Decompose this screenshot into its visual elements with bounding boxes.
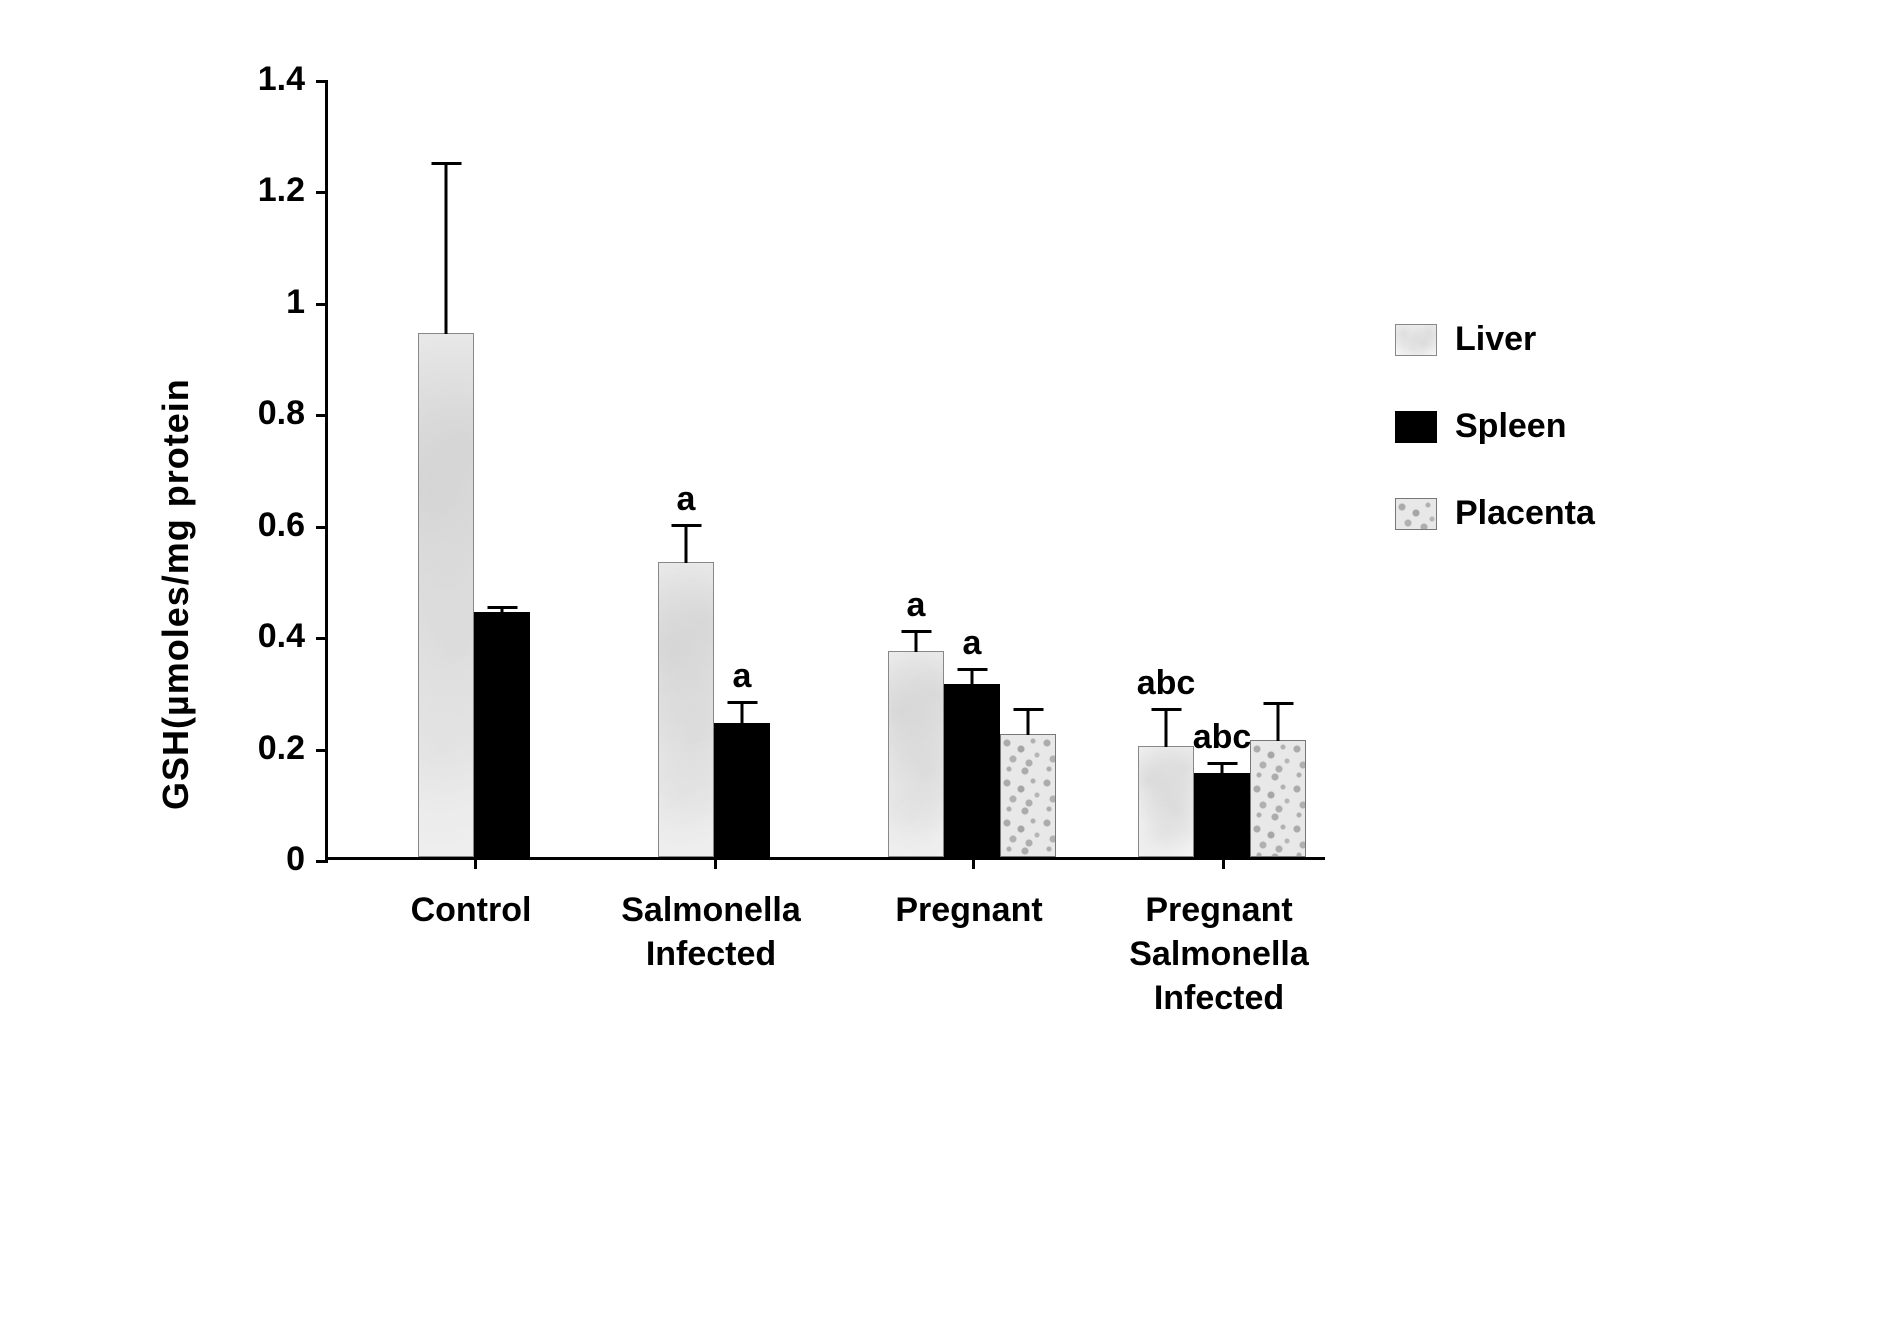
- error-bar: [741, 701, 744, 723]
- error-bar: [501, 606, 504, 612]
- y-tick: [316, 303, 328, 306]
- y-tick-label: 0: [215, 840, 305, 879]
- legend-swatch-spleen: [1395, 411, 1437, 443]
- error-bar: [1027, 708, 1030, 736]
- y-tick: [316, 526, 328, 529]
- significance-label: abc: [1193, 718, 1252, 757]
- bar-spleen: a: [944, 684, 1000, 857]
- x-tick: [972, 857, 975, 869]
- y-tick-label: 0.8: [215, 394, 305, 433]
- legend-swatch-liver: [1395, 324, 1437, 356]
- error-bar: [445, 162, 448, 335]
- bar-liver: [418, 333, 474, 857]
- significance-label: a: [677, 480, 696, 519]
- legend-label-placenta: Placenta: [1455, 494, 1595, 533]
- y-tick: [316, 80, 328, 83]
- x-tick: [474, 857, 477, 869]
- y-axis-label: GSH(µmoles/mg protein: [155, 378, 197, 810]
- significance-label: a: [963, 624, 982, 663]
- error-cap: [1207, 762, 1237, 765]
- y-tick-label: 1.4: [215, 60, 305, 99]
- x-tick: [714, 857, 717, 869]
- bar-liver: a: [658, 562, 714, 857]
- error-cap: [957, 668, 987, 671]
- x-category-label: Pregnant: [859, 888, 1079, 932]
- legend-label-liver: Liver: [1455, 320, 1536, 359]
- error-bar: [1277, 702, 1280, 741]
- plot-area: aaaaabcabc: [325, 80, 1325, 860]
- error-cap: [671, 524, 701, 527]
- significance-label: abc: [1137, 664, 1196, 703]
- y-tick-label: 0.4: [215, 617, 305, 656]
- legend: Liver Spleen Placenta: [1395, 320, 1595, 581]
- error-bar: [971, 668, 974, 685]
- y-tick: [316, 749, 328, 752]
- bar-placenta: [1250, 740, 1306, 857]
- error-cap: [1151, 708, 1181, 711]
- bar-group: aa: [888, 651, 1056, 857]
- bar-liver: abc: [1138, 746, 1194, 857]
- error-cap: [1263, 702, 1293, 705]
- bar-liver: a: [888, 651, 944, 857]
- bar-group: [418, 333, 530, 857]
- y-tick: [316, 860, 328, 863]
- bar-spleen: [474, 612, 530, 857]
- legend-label-spleen: Spleen: [1455, 407, 1566, 446]
- gsh-bar-chart: GSH(µmoles/mg protein aaaaabcabc Liver S…: [145, 40, 1745, 1240]
- x-category-label: PregnantSalmonellaInfected: [1109, 888, 1329, 1021]
- bar-group: abcabc: [1138, 740, 1306, 857]
- legend-item-spleen: Spleen: [1395, 407, 1595, 446]
- y-tick: [316, 191, 328, 194]
- y-tick-label: 1: [215, 283, 305, 322]
- y-tick-label: 0.6: [215, 506, 305, 545]
- error-cap: [727, 701, 757, 704]
- bar-spleen: abc: [1194, 773, 1250, 857]
- error-cap: [1013, 708, 1043, 711]
- legend-item-liver: Liver: [1395, 320, 1595, 359]
- error-bar: [1165, 708, 1168, 747]
- significance-label: a: [907, 586, 926, 625]
- legend-swatch-placenta: [1395, 498, 1437, 530]
- error-cap: [487, 606, 517, 609]
- x-category-label: SalmonellaInfected: [601, 888, 821, 976]
- bar-spleen: a: [714, 723, 770, 857]
- y-tick-label: 1.2: [215, 171, 305, 210]
- significance-label: a: [733, 657, 752, 696]
- bar-placenta: [1000, 734, 1056, 857]
- error-bar: [915, 630, 918, 652]
- error-cap: [431, 162, 461, 165]
- y-tick: [316, 637, 328, 640]
- error-bar: [1221, 762, 1224, 773]
- bar-group: aa: [658, 562, 770, 857]
- y-tick: [316, 414, 328, 417]
- x-tick: [1222, 857, 1225, 869]
- y-tick-label: 0.2: [215, 729, 305, 768]
- x-category-label: Control: [361, 888, 581, 932]
- legend-item-placenta: Placenta: [1395, 494, 1595, 533]
- error-cap: [901, 630, 931, 633]
- error-bar: [685, 524, 688, 563]
